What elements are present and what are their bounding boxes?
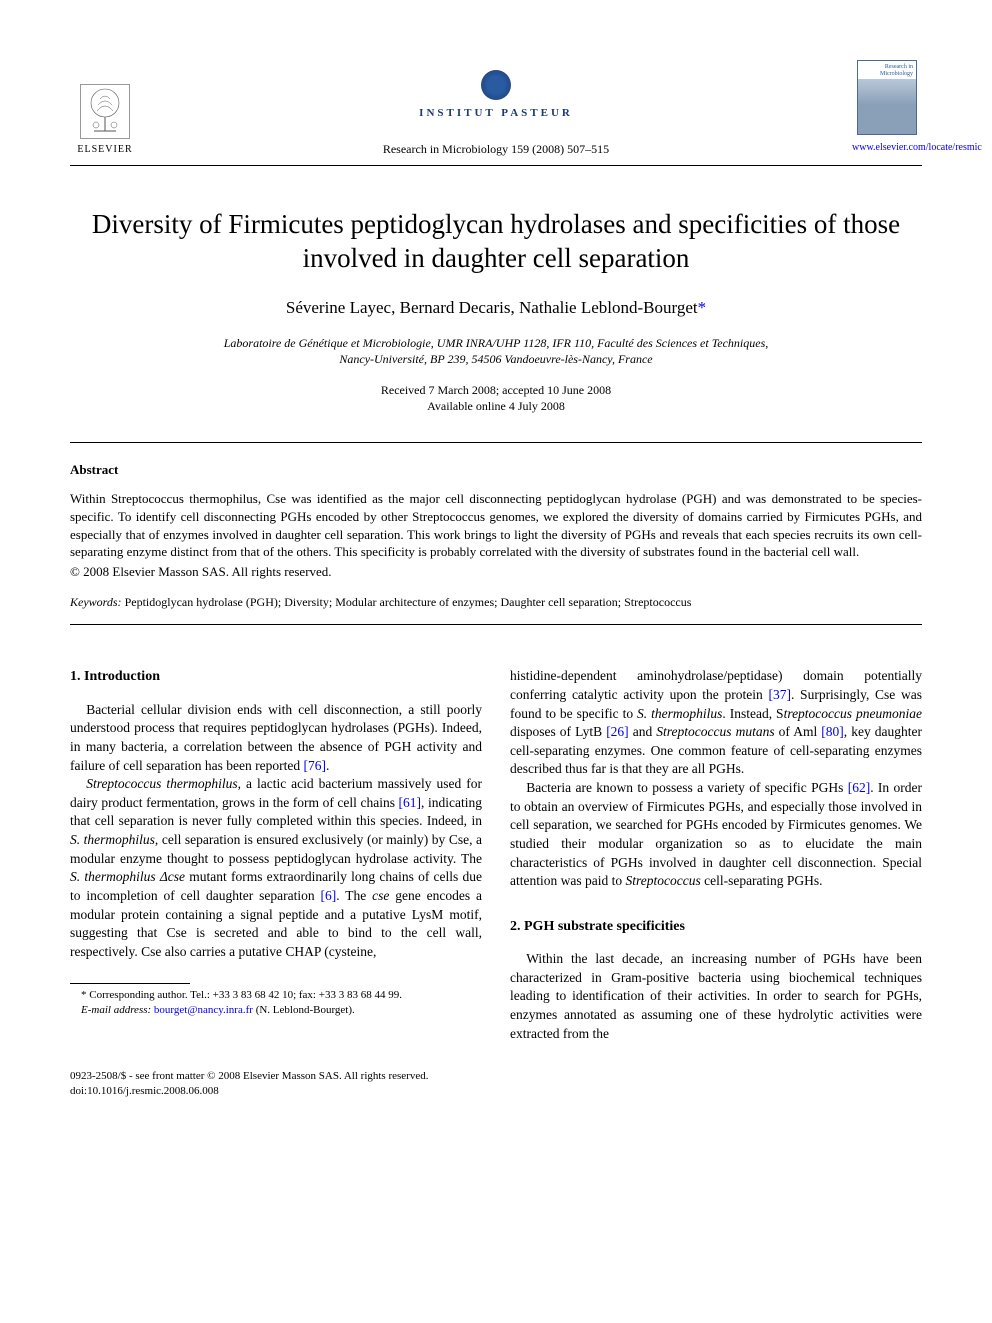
journal-cover: Research in Microbiology www.elsevier.co…	[852, 60, 922, 157]
section-1-heading: 1. Introduction	[70, 667, 482, 686]
center-header: INSTITUT PASTEUR Research in Microbiolog…	[140, 70, 852, 157]
abstract-top-rule	[70, 442, 922, 443]
footer-line1: 0923-2508/$ - see front matter © 2008 El…	[70, 1070, 428, 1082]
abstract-body: Within Streptococcus thermophilus, Cse w…	[70, 491, 922, 559]
intro-paragraph-2: Streptococcus thermophilus, a lactic aci…	[70, 775, 482, 961]
affiliation: Laboratoire de Génétique et Microbiologi…	[70, 336, 922, 367]
ref-26[interactable]: [26]	[606, 724, 629, 739]
ref-80[interactable]: [80]	[821, 724, 844, 739]
keywords-text: Peptidoglycan hydrolase (PGH); Diversity…	[122, 595, 692, 609]
corresponding-marker[interactable]: *	[698, 298, 707, 317]
section-2-heading: 2. PGH substrate specificities	[510, 917, 922, 936]
corresponding-footnote: * Corresponding author. Tel.: +33 3 83 6…	[70, 988, 482, 1002]
ref-62[interactable]: [62]	[848, 780, 871, 795]
left-column: 1. Introduction Bacterial cellular divis…	[70, 667, 482, 1043]
p2-d: S. thermophilus	[70, 832, 155, 847]
cover-title-line2: Microbiology	[880, 71, 913, 77]
abstract-bottom-rule	[70, 624, 922, 625]
authors: Séverine Layec, Bernard Decaris, Nathali…	[70, 297, 922, 320]
pasteur-logo-icon	[481, 70, 511, 100]
ref-61[interactable]: [61]	[399, 795, 422, 810]
p2-f: S. thermophilus Δcse	[70, 869, 185, 884]
email-label: E-mail address:	[81, 1004, 151, 1016]
author-names: Séverine Layec, Bernard Decaris, Nathali…	[286, 298, 698, 317]
p2-i: cse	[372, 888, 389, 903]
sec2-paragraph-1: Within the last decade, an increasing nu…	[510, 950, 922, 1043]
keywords: Keywords: Peptidoglycan hydrolase (PGH);…	[70, 594, 922, 610]
footnote-separator	[70, 983, 190, 984]
header-rule	[70, 165, 922, 166]
c2p1-h: Streptococcus mutans	[656, 724, 774, 739]
intro-paragraph-1: Bacterial cellular division ends with ce…	[70, 701, 482, 776]
ref-6[interactable]: [6]	[320, 888, 336, 903]
available-date: Available online 4 July 2008	[427, 399, 565, 413]
c2p1-e: treptococcus pneumoniae	[784, 706, 922, 721]
abstract-text: Within Streptococcus thermophilus, Cse w…	[70, 490, 922, 560]
intro-p1-end: .	[326, 758, 329, 773]
cover-thumbnail: Research in Microbiology	[857, 60, 917, 135]
abstract-heading: Abstract	[70, 461, 922, 479]
body-columns: 1. Introduction Bacterial cellular divis…	[70, 667, 922, 1043]
right-column: histidine-dependent aminohydrolase/pepti…	[510, 667, 922, 1043]
received-date: Received 7 March 2008; accepted 10 June …	[381, 383, 611, 397]
col2-paragraph-1: histidine-dependent aminohydrolase/pepti…	[510, 667, 922, 779]
header-row: ELSEVIER INSTITUT PASTEUR Research in Mi…	[70, 60, 922, 157]
c2p1-c: S. thermophilus	[637, 706, 722, 721]
abstract-block: Abstract Within Streptococcus thermophil…	[70, 461, 922, 580]
affiliation-line1: Laboratoire de Génétique et Microbiologi…	[224, 336, 769, 350]
keywords-label: Keywords:	[70, 595, 122, 609]
cover-title-line1: Research in	[885, 64, 913, 70]
c2p1-i: of Aml	[775, 724, 822, 739]
c2p1-g: and	[629, 724, 657, 739]
article-title: Diversity of Firmicutes peptidoglycan hy…	[70, 208, 922, 276]
institute-name: INSTITUT PASTEUR	[140, 106, 852, 121]
email-link[interactable]: bourget@nancy.inra.fr	[151, 1004, 253, 1016]
publisher-name: ELSEVIER	[77, 143, 132, 157]
elsevier-logo: ELSEVIER	[70, 77, 140, 157]
ref-37[interactable]: [37]	[768, 687, 791, 702]
email-after: (N. Leblond-Bourget).	[253, 1004, 355, 1016]
p2-h: . The	[336, 888, 372, 903]
c2p1-d: . Instead, S	[722, 706, 783, 721]
footer: 0923-2508/$ - see front matter © 2008 El…	[70, 1069, 922, 1098]
elsevier-tree-icon	[80, 84, 130, 139]
c2p2-c: Streptococcus	[625, 873, 700, 888]
abstract-copyright: © 2008 Elsevier Masson SAS. All rights r…	[70, 563, 922, 581]
intro-p1-text: Bacterial cellular division ends with ce…	[70, 702, 482, 773]
p2-a: Streptococcus thermophilus	[86, 776, 237, 791]
dates: Received 7 March 2008; accepted 10 June …	[70, 382, 922, 414]
c2p2-a: Bacteria are known to possess a variety …	[526, 780, 848, 795]
affiliation-line2: Nancy-Université, BP 239, 54506 Vandoeuv…	[339, 352, 652, 366]
journal-reference: Research in Microbiology 159 (2008) 507–…	[140, 141, 852, 157]
cover-title: Research in Microbiology	[880, 64, 913, 77]
c2p2-d: cell-separating PGHs.	[701, 873, 823, 888]
footer-line2: doi:10.1016/j.resmic.2008.06.008	[70, 1085, 219, 1097]
ref-76[interactable]: [76]	[304, 758, 327, 773]
col2-paragraph-2: Bacteria are known to possess a variety …	[510, 779, 922, 891]
c2p1-f: disposes of LytB	[510, 724, 606, 739]
journal-url-link[interactable]: www.elsevier.com/locate/resmic	[852, 142, 982, 153]
email-footnote: E-mail address: bourget@nancy.inra.fr (N…	[70, 1003, 482, 1017]
footnote-corr-line: * Corresponding author. Tel.: +33 3 83 6…	[81, 989, 402, 1001]
